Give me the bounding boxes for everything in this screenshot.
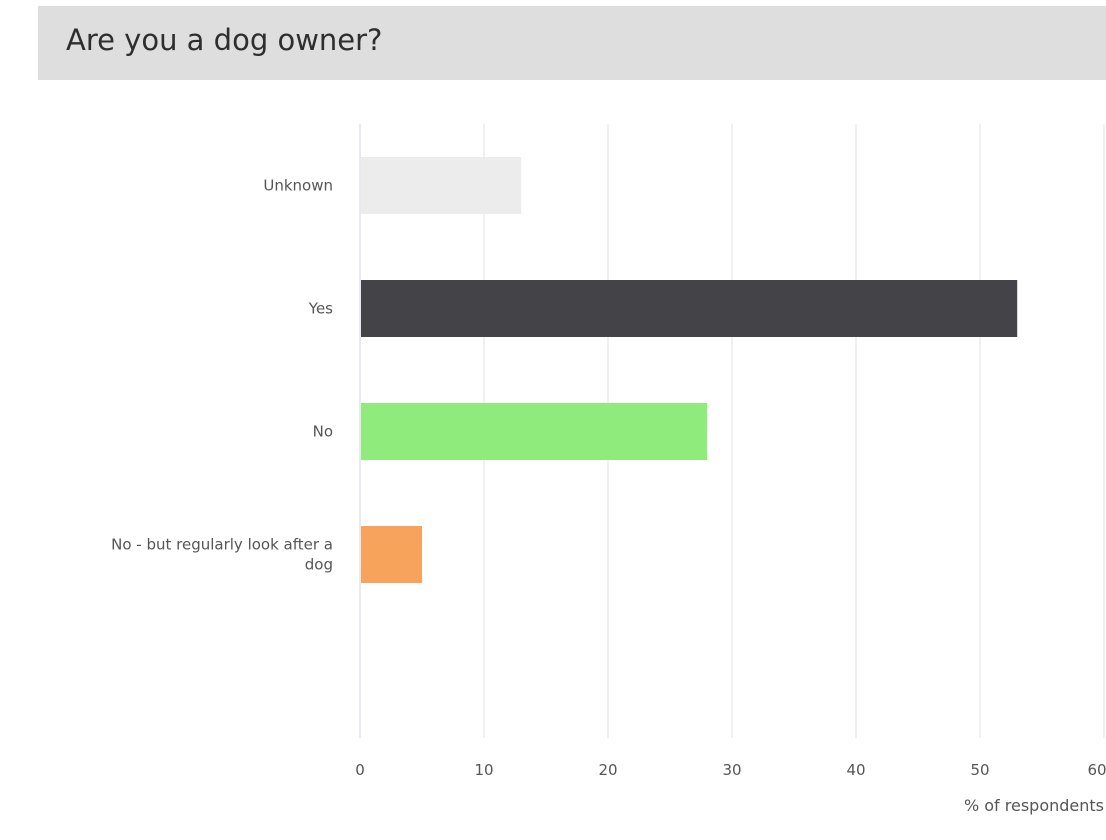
- category-label: No - but regularly look after a dog: [111, 536, 333, 574]
- x-tick-label: 60: [1087, 761, 1106, 779]
- x-tick-label: 30: [722, 761, 741, 779]
- x-tick-label: 20: [598, 761, 617, 779]
- category-label: No: [313, 423, 333, 441]
- bar-yes[interactable]: [361, 280, 1018, 337]
- category-label: Unknown: [263, 177, 333, 195]
- labels: 0 10 20 30 40 50 60 Unknown Yes No No - but regula…: [111, 177, 1106, 816]
- x-tick-label: 0: [355, 761, 365, 779]
- bar-unknown[interactable]: [361, 157, 522, 214]
- bars: [361, 157, 1018, 583]
- chart-title: Are you a dog owner?: [66, 23, 383, 57]
- bar-no-but-regularly-look-after-a-dog[interactable]: [361, 526, 422, 583]
- x-tick-label: 10: [474, 761, 493, 779]
- title-bar: Are you a dog owner?: [38, 6, 1106, 80]
- bar-no[interactable]: [361, 403, 708, 460]
- x-tick-label: 50: [970, 761, 989, 779]
- x-tick-label: 40: [846, 761, 865, 779]
- x-axis-title: % of respondents: [964, 796, 1104, 815]
- category-label: Yes: [308, 300, 333, 318]
